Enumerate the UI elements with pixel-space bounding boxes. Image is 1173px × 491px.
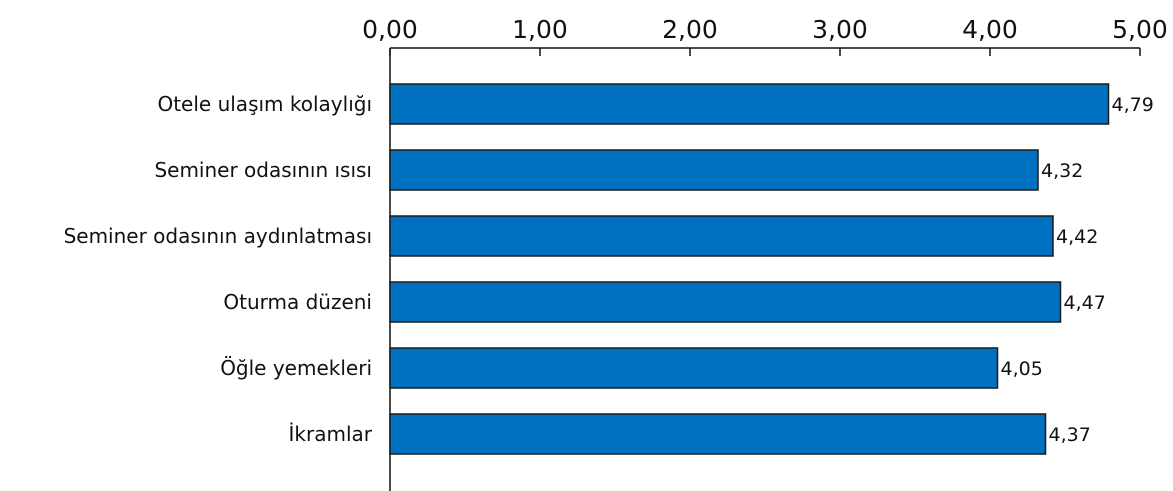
x-tick-label: 4,00 xyxy=(962,15,1018,44)
bar xyxy=(389,347,999,389)
bar xyxy=(389,281,1062,323)
x-tick-label: 5,00 xyxy=(1112,15,1168,44)
data-label: 4,47 xyxy=(1064,292,1106,314)
category-label: Seminer odasının aydınlatması xyxy=(64,224,372,248)
bar xyxy=(389,215,1054,257)
data-label: 4,37 xyxy=(1049,424,1091,446)
category-label: Otele ulaşım kolaylığı xyxy=(157,92,372,116)
data-label: 4,42 xyxy=(1056,226,1098,248)
x-tick-label: 1,00 xyxy=(512,15,568,44)
x-tick-label: 3,00 xyxy=(812,15,868,44)
category-label: İkramlar xyxy=(289,422,373,446)
data-label: 4,05 xyxy=(1001,358,1043,380)
data-label: 4,79 xyxy=(1112,94,1154,116)
category-label: Öğle yemekleri xyxy=(220,356,372,380)
category-label: Oturma düzeni xyxy=(223,290,372,314)
axis-layer: 0,00 1,00 2,00 3,00 4,00 5,00 xyxy=(362,15,1168,491)
x-tick-label: 0,00 xyxy=(362,15,418,44)
data-label: 4,32 xyxy=(1041,160,1083,182)
x-tick-label: 2,00 xyxy=(662,15,718,44)
bar xyxy=(389,149,1039,191)
bar xyxy=(389,413,1047,455)
bar-layer xyxy=(389,83,1110,455)
bar xyxy=(389,83,1110,125)
label-layer: Otele ulaşım kolaylığı 4,79 Seminer odasın… xyxy=(64,92,1154,446)
category-label: Seminer odasının ısısı xyxy=(154,158,372,182)
